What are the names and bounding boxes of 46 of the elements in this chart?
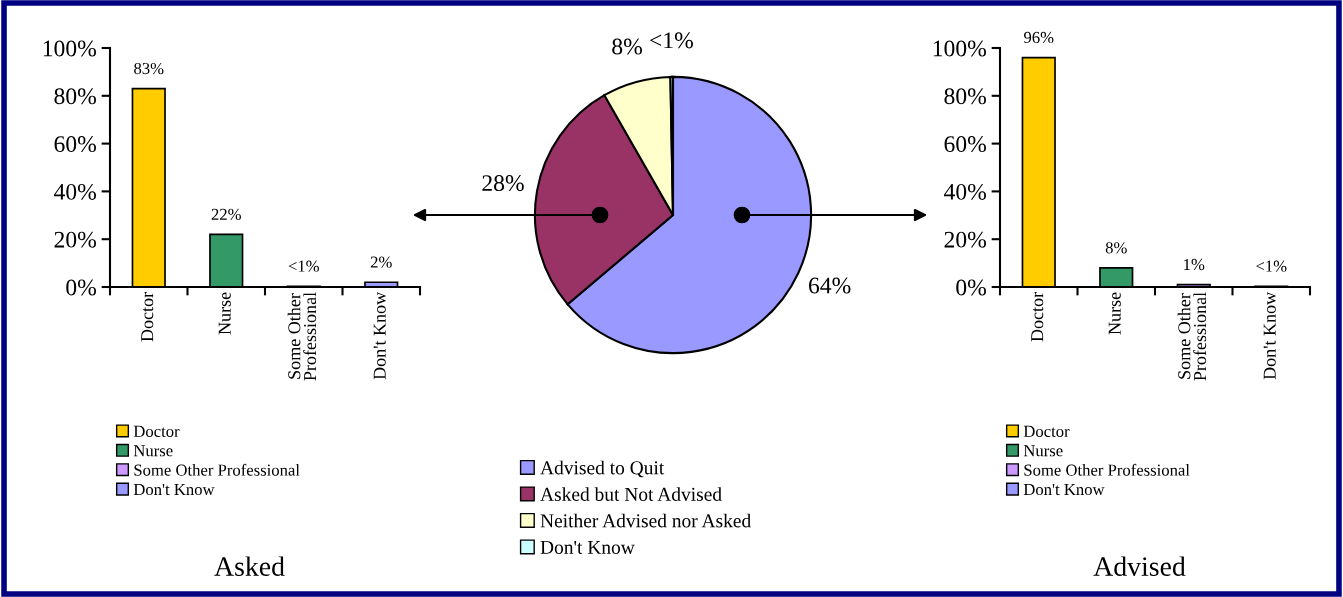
- y-tick-label: 100%: [933, 40, 986, 57]
- x-tick-label: Nurse: [1108, 292, 1121, 335]
- legend-label: Doctor: [1023, 425, 1070, 437]
- x-tick-label: Don't Know: [1263, 291, 1276, 380]
- x-tick-label: Some Other Professional: [1177, 292, 1207, 381]
- y-tick-label: 20%: [54, 231, 96, 248]
- y-tick-label: 60%: [944, 136, 986, 153]
- y-tick-label: 80%: [944, 88, 986, 105]
- data-label: 8%: [1105, 242, 1127, 254]
- legend-label: Don't Know: [133, 484, 215, 496]
- data-label: <1%: [288, 260, 319, 272]
- y-tick-label: 0%: [956, 279, 986, 296]
- legend-label: Nurse: [1023, 445, 1063, 457]
- legend-label: Advised to Quit: [540, 460, 665, 478]
- data-label: 22%: [211, 208, 241, 220]
- data-label: <1%: [650, 32, 693, 49]
- y-tick-label: 20%: [944, 231, 986, 248]
- data-label: 2%: [370, 256, 392, 268]
- legend-label: Doctor: [133, 425, 180, 437]
- x-tick-label: Doctor: [141, 292, 154, 342]
- x-tick-label: Don't Know: [373, 291, 386, 380]
- y-tick-label: 0%: [66, 279, 96, 296]
- y-tick-label: 80%: [54, 88, 96, 105]
- legend-label: Don't Know: [540, 540, 635, 554]
- text: Asked: [214, 556, 285, 576]
- data-label: 8%: [612, 38, 642, 55]
- legend-label: Don't Know: [1023, 484, 1105, 496]
- x-tick-label: Some Other Professional: [287, 292, 317, 381]
- legend-label: Some Other Professional: [1024, 463, 1190, 476]
- x-tick-label: Nurse: [218, 292, 231, 335]
- y-tick-label: 100%: [43, 40, 96, 57]
- y-tick-label: 60%: [54, 136, 96, 153]
- data-label: <1%: [1256, 260, 1287, 272]
- data-label: 1%: [1184, 258, 1205, 271]
- data-label: 96%: [1024, 31, 1054, 44]
- legend-label: Some Other Professional: [134, 463, 300, 476]
- x-tick-label: Doctor: [1031, 292, 1044, 342]
- legend-label: Neither Advised nor Asked: [540, 513, 751, 528]
- data-label: 64%: [809, 277, 851, 294]
- y-tick-label: 40%: [53, 183, 96, 200]
- legend-label: Asked but Not Advised: [540, 487, 722, 501]
- data-label: 28%: [482, 175, 524, 192]
- y-tick-label: 40%: [943, 183, 986, 200]
- text: Advised: [1093, 556, 1186, 576]
- data-label: 83%: [134, 62, 164, 75]
- legend-label: Nurse: [133, 445, 173, 457]
